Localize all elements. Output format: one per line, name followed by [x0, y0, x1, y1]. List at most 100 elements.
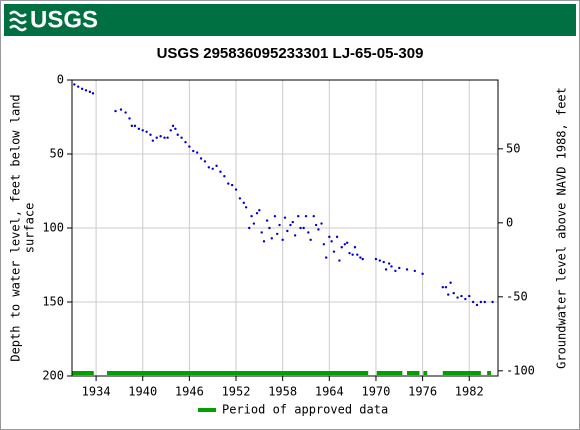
data-point: [248, 226, 251, 230]
approved-period: [442, 371, 481, 375]
data-point: [141, 129, 144, 132]
data-point: [180, 136, 183, 139]
plot-frame: [71, 79, 499, 377]
approved-period: [72, 371, 94, 375]
data-point: [163, 136, 166, 139]
data-point: [421, 272, 424, 276]
data-point: [255, 212, 259, 215]
data-point: [452, 291, 455, 295]
data-point: [114, 109, 117, 113]
data-point: [348, 251, 351, 255]
data-point: [299, 226, 302, 230]
data-point: [276, 232, 279, 236]
data-point: [137, 127, 141, 131]
data-point: [475, 303, 479, 307]
data-point: [203, 160, 207, 163]
y2-tick-label: 0: [506, 215, 513, 229]
data-point: [291, 220, 294, 224]
data-point: [317, 228, 320, 231]
data-point: [325, 256, 328, 259]
data-point: [195, 151, 199, 154]
data-point: [207, 166, 211, 169]
data-point: [262, 240, 266, 243]
data-point: [283, 216, 287, 219]
data-point: [88, 90, 92, 94]
data-point: [278, 223, 281, 227]
data-point: [289, 223, 292, 227]
data-point: [174, 127, 177, 131]
approved-period: [487, 371, 492, 375]
data-point: [293, 234, 297, 237]
data-point: [119, 108, 123, 111]
data-point: [128, 117, 131, 120]
data-point: [273, 214, 277, 218]
data-point: [171, 124, 175, 128]
x-tick-label: 1958: [268, 385, 297, 399]
header-bar: [4, 4, 576, 36]
data-point: [155, 136, 158, 139]
data-point: [479, 300, 483, 304]
data-point: [374, 257, 378, 261]
data-point: [398, 266, 401, 270]
data-point: [242, 201, 245, 205]
data-point: [359, 256, 362, 259]
data-point: [483, 300, 486, 304]
data-point: [302, 226, 305, 230]
data-point: [338, 259, 341, 262]
data-point: [244, 206, 248, 209]
data-point: [307, 231, 310, 234]
data-point: [145, 130, 148, 133]
data-point: [394, 269, 397, 273]
data-point: [332, 250, 336, 253]
logo: USGS: [30, 6, 98, 33]
data-point: [184, 140, 187, 144]
data-point: [250, 214, 253, 218]
data-point: [260, 231, 263, 234]
data-point: [340, 246, 343, 249]
y-tick-label: 50: [50, 147, 64, 161]
data-point: [268, 226, 271, 230]
data-point: [491, 300, 494, 304]
data-point: [176, 133, 179, 136]
data-point: [444, 286, 448, 289]
data-point: [304, 214, 308, 218]
data-point: [387, 262, 391, 265]
data-point: [192, 149, 195, 153]
data-point: [234, 188, 238, 191]
x-tick-label: 1976: [408, 385, 437, 399]
data-point: [91, 92, 95, 95]
y-axis-label: surface: [23, 203, 37, 254]
data-point: [330, 240, 333, 243]
y-tick-label: 0: [57, 73, 64, 87]
x-tick-label: 1964: [315, 385, 344, 399]
data-point: [281, 238, 284, 242]
data-point: [449, 281, 452, 284]
data-point: [80, 87, 84, 91]
y2-axis-label: Groundwater level above NAVD 1988, feet: [555, 87, 569, 369]
data-point: [460, 294, 463, 298]
data-point: [149, 133, 152, 136]
data-point: [211, 167, 214, 170]
y-tick-label: 150: [42, 295, 64, 309]
data-point: [252, 222, 256, 225]
data-point: [456, 296, 459, 299]
data-point: [353, 246, 357, 249]
data-point: [133, 124, 137, 128]
data-point: [405, 268, 409, 271]
data-point: [312, 214, 315, 218]
data-point: [258, 209, 261, 212]
data-point: [124, 111, 127, 114]
data-point: [328, 235, 331, 239]
approved-period: [407, 371, 420, 375]
data-point: [356, 253, 359, 256]
data-point: [378, 259, 382, 262]
chart-title: USGS 295836095233301 LJ-65-05-309: [157, 45, 424, 62]
data-point: [227, 182, 230, 185]
data-point: [230, 183, 234, 187]
x-tick-label: 1952: [222, 385, 251, 399]
data-point: [84, 89, 88, 92]
y2-tick-label: 50: [506, 141, 520, 155]
data-point: [390, 265, 393, 268]
